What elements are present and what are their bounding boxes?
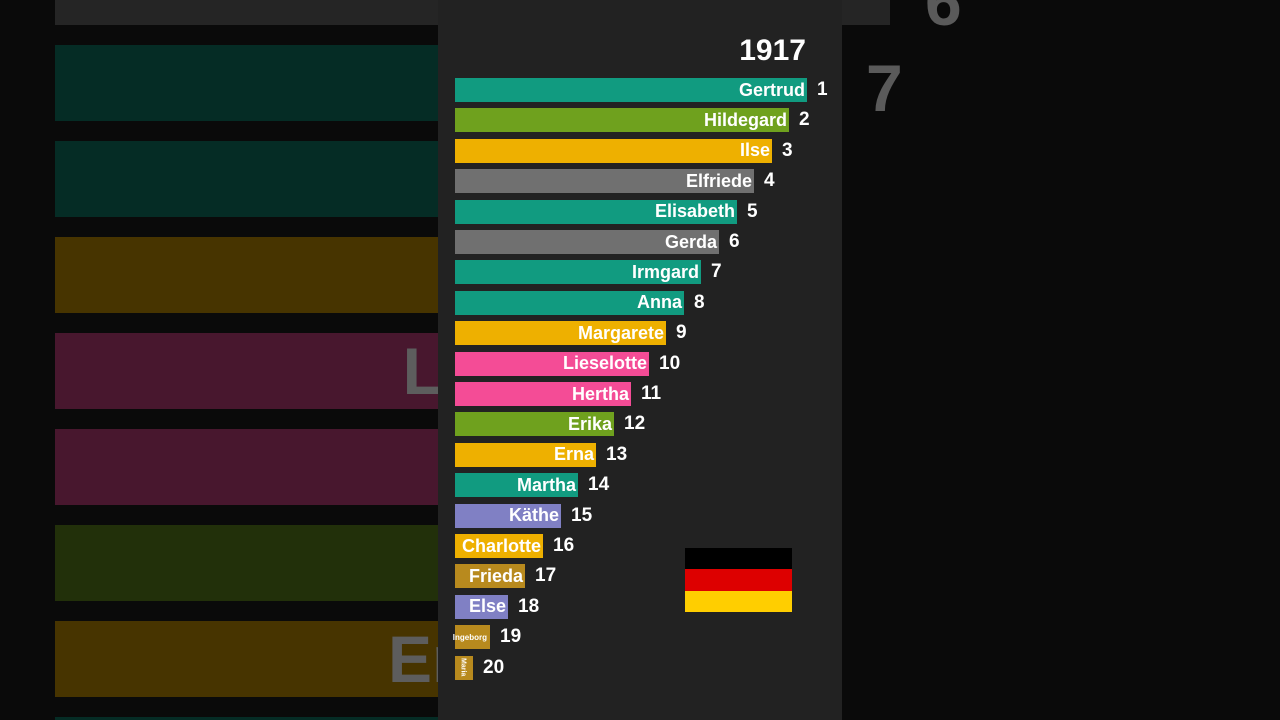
rank-number: 5 — [747, 200, 758, 222]
bar-charlotte: Charlotte — [455, 534, 543, 558]
rank-number: 18 — [518, 595, 540, 617]
bar-label: Hertha — [571, 383, 629, 404]
background-rank-number: 7 — [866, 51, 903, 125]
rank-number: 3 — [782, 139, 793, 161]
bar-ingeborg: Ingeborg — [452, 625, 490, 650]
bar-label: Käthe — [508, 505, 559, 526]
rank-number: 17 — [535, 565, 557, 587]
rank-number: 15 — [571, 504, 593, 526]
background-bar — [55, 0, 438, 25]
rank-number: 4 — [764, 170, 775, 192]
bar-gerda: Gerda — [455, 230, 719, 254]
background-bar — [55, 141, 438, 217]
background-bar: Ern — [55, 621, 438, 697]
bar-label: Charlotte — [461, 535, 541, 556]
rank-number: 16 — [553, 535, 575, 556]
bar-erna: Erna — [455, 442, 596, 467]
background-bar: E — [55, 525, 438, 601]
bar-label: Lieselotte — [562, 353, 647, 374]
bar-label: Else — [468, 596, 506, 617]
bar-anna: Anna — [455, 290, 684, 315]
flag-stripe — [685, 548, 792, 570]
background-bar-label: Ern — [387, 622, 438, 696]
bar-label: Martha — [516, 474, 576, 495]
bar-label: Maria — [459, 658, 467, 677]
bar-label: Erna — [553, 444, 594, 465]
bar-hertha: Hertha — [455, 382, 631, 406]
background-bar — [55, 717, 438, 720]
background-rank-number: 6 — [925, 0, 962, 39]
flag-stripe — [685, 590, 792, 612]
bar-label: Elisabeth — [654, 201, 735, 222]
bar-label: Irmgard — [631, 261, 699, 282]
rank-number: 8 — [694, 291, 705, 313]
rank-number: 2 — [799, 109, 810, 131]
bar-label: Gertrud — [738, 79, 805, 100]
bar-label: Gerda — [664, 231, 717, 252]
background-bar: H — [55, 429, 438, 505]
rank-number: 12 — [624, 413, 646, 435]
year-label: 1917 — [739, 34, 806, 67]
rank-number: 11 — [641, 383, 662, 404]
background-bar-label: Lie — [402, 334, 438, 408]
background-bar: Lie — [55, 333, 438, 409]
rank-number: 9 — [676, 322, 687, 344]
bar-gertrud: Gertrud — [455, 78, 807, 102]
bar-margarete: Margarete — [455, 321, 666, 346]
bar-elisabeth: Elisabeth — [455, 199, 737, 224]
background-bar: I — [55, 237, 438, 313]
bar-lieselotte: Lieselotte — [455, 351, 649, 376]
bar-label: Margarete — [577, 322, 664, 343]
bar-käthe: Käthe — [455, 503, 561, 528]
bar-frieda: Frieda — [455, 564, 525, 589]
rank-number: 7 — [711, 261, 722, 283]
bar-label: Hildegard — [703, 109, 787, 130]
bar-hildegard: Hildegard — [455, 108, 789, 133]
background-bar — [55, 45, 438, 121]
flag-stripe — [685, 569, 792, 591]
rank-number: 19 — [500, 626, 522, 648]
rank-number: 1 — [817, 79, 828, 100]
bar-irmgard: Irmgard — [455, 260, 701, 285]
bar-label: Ilse — [739, 140, 770, 161]
rank-number: 14 — [588, 474, 610, 496]
bar-label: Elfriede — [685, 170, 752, 191]
rank-number: 13 — [606, 443, 628, 465]
bar-ilse: Ilse — [455, 138, 772, 163]
bar-label: Frieda — [468, 565, 523, 586]
background-bar — [842, 0, 890, 25]
rank-number: 10 — [659, 352, 681, 374]
bar-elfriede: Elfriede — [455, 169, 754, 194]
bar-label: Ingeborg — [452, 632, 487, 642]
bar-label: Erika — [567, 413, 612, 434]
bar-maria: Maria — [455, 655, 473, 680]
rank-number: 6 — [729, 231, 740, 252]
bar-martha: Martha — [455, 473, 578, 498]
rank-number: 20 — [483, 656, 505, 678]
german-flag-icon — [685, 548, 792, 612]
bar-label: Anna — [637, 292, 682, 313]
bar-else: Else — [455, 594, 508, 619]
bar-erika: Erika — [455, 412, 614, 437]
